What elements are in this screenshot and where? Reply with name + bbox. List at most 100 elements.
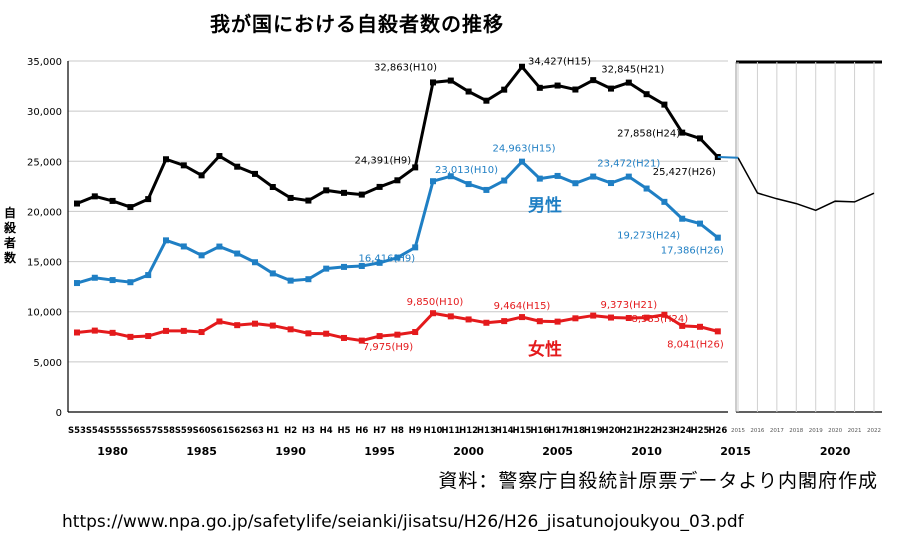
data-point (358, 262, 365, 269)
x-tick-label: S59 (175, 426, 193, 436)
data-label: 9,850(H10) (407, 297, 464, 308)
year-label: 2010 (631, 445, 662, 458)
inset-x-tick-label: 2015 (731, 428, 745, 434)
data-point (697, 220, 703, 227)
data-point (590, 312, 597, 319)
x-tick-label: H12 (459, 426, 478, 436)
y-tick-label: 5,000 (33, 358, 62, 369)
data-point (91, 327, 98, 334)
y-tick-label: 15,000 (27, 258, 62, 269)
inset-year-label: 2020 (820, 445, 851, 458)
data-point (625, 79, 632, 86)
data-point (625, 173, 632, 180)
series-label-male: 男性 (528, 196, 562, 216)
data-point (180, 162, 187, 169)
data-label: 23,013(H10) (435, 165, 498, 176)
year-label: 1980 (97, 445, 128, 458)
data-point (430, 310, 436, 317)
data-point (358, 337, 365, 344)
data-point (536, 318, 543, 325)
x-tick-label: S62 (228, 426, 246, 436)
data-point (163, 156, 169, 163)
data-point (697, 135, 703, 142)
inset-series-line (737, 157, 875, 212)
y-tick-label: 30,000 (27, 107, 62, 118)
data-point (376, 183, 383, 190)
data-point (287, 326, 294, 333)
year-label: 2005 (542, 445, 573, 458)
data-point (554, 172, 561, 179)
data-point (465, 88, 472, 95)
x-tick-label: H18 (566, 426, 585, 436)
x-tick-label: H16 (530, 426, 549, 436)
data-point (376, 333, 383, 340)
data-point (127, 333, 134, 340)
inset-x-tick-label: 2020 (828, 428, 842, 434)
x-tick-label: H6 (355, 426, 368, 436)
data-point (661, 101, 668, 108)
data-point (519, 158, 525, 165)
data-point (394, 254, 401, 261)
data-point (679, 322, 686, 329)
data-point (412, 329, 419, 336)
x-tick-label: S55 (104, 426, 122, 436)
x-tick-label: H26 (708, 426, 727, 436)
data-point (643, 91, 650, 98)
x-tick-label: H24 (673, 426, 692, 436)
data-point (394, 331, 401, 338)
data-point (145, 333, 152, 340)
data-point (269, 322, 276, 329)
data-point (109, 329, 116, 336)
x-tick-label: H9 (409, 426, 422, 436)
data-label: 32,845(H21) (601, 65, 664, 76)
y-tick-label: 20,000 (27, 207, 62, 218)
data-point (572, 180, 579, 187)
inset-x-tick-label: 2021 (848, 428, 862, 434)
data-point (91, 193, 98, 200)
data-point (287, 194, 294, 201)
data-point (572, 315, 579, 322)
source-note: 資料：警察庁自殺統計原票データより内閣府作成 (438, 470, 878, 492)
data-point (358, 191, 365, 198)
data-point (198, 252, 205, 259)
inset-x-tick-label: 2018 (789, 428, 803, 434)
inset-x-tick-label: 2017 (770, 428, 784, 434)
data-point (341, 189, 347, 196)
data-point (465, 316, 472, 323)
data-point (305, 330, 312, 337)
inset-x-tick-label: 2019 (809, 428, 823, 434)
data-point (447, 173, 454, 180)
data-point (74, 280, 80, 287)
data-point (323, 187, 330, 194)
data-point (341, 334, 347, 341)
data-label: 19,273(H24) (617, 231, 680, 242)
data-point (127, 279, 134, 286)
data-point (412, 164, 419, 171)
data-point (180, 243, 187, 250)
data-point (163, 237, 169, 244)
data-point (127, 204, 134, 211)
data-point (608, 314, 614, 321)
data-point (447, 77, 454, 84)
data-point (109, 277, 116, 284)
y-tick-label: 35,000 (27, 57, 62, 68)
data-point (501, 318, 508, 325)
data-point (305, 197, 312, 204)
data-point (554, 318, 561, 325)
data-point (252, 320, 258, 327)
data-point (180, 327, 187, 334)
x-tick-label: H22 (637, 426, 656, 436)
data-point (145, 196, 152, 203)
data-label: 34,427(H15) (528, 57, 591, 68)
data-point (519, 63, 525, 70)
data-point (198, 329, 205, 336)
data-label: 16,416(H9) (359, 253, 416, 264)
connector-line (717, 156, 739, 159)
data-label: 24,963(H15) (492, 144, 555, 155)
data-point (590, 173, 597, 180)
data-point (287, 277, 294, 284)
data-label: 9,373(H21) (600, 300, 657, 311)
data-label: 32,863(H10) (374, 62, 437, 73)
data-point (145, 272, 152, 279)
